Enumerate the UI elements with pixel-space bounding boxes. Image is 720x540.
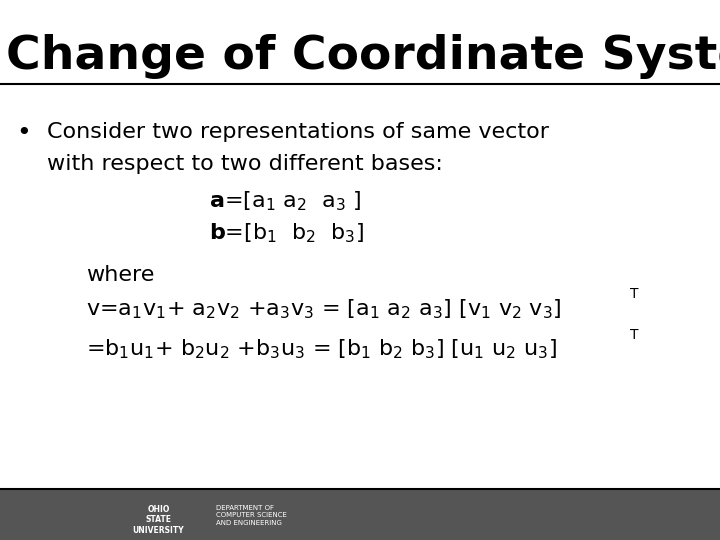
Text: •: • [16,122,30,145]
Text: v=a$_1$v$_1$+ a$_2$v$_2$ +a$_3$v$_3$ = [a$_1$ a$_2$ a$_3$] [v$_1$ v$_2$ v$_3$]: v=a$_1$v$_1$+ a$_2$v$_2$ +a$_3$v$_3$ = [… [86,297,562,321]
Bar [0,489,720,540]
Text: T: T [630,328,639,342]
Text: Change of Coordinate System: Change of Coordinate System [6,34,720,79]
Text: $\mathbf{a}$=[a$_1$ a$_2$  a$_3$ ]: $\mathbf{a}$=[a$_1$ a$_2$ a$_3$ ] [209,189,361,213]
Text: Consider two representations of same vector: Consider two representations of same vec… [47,122,549,141]
Text: =b$_1$u$_1$+ b$_2$u$_2$ +b$_3$u$_3$ = [b$_1$ b$_2$ b$_3$] [u$_1$ u$_2$ u$_3$]: =b$_1$u$_1$+ b$_2$u$_2$ +b$_3$u$_3$ = [b… [86,338,557,361]
Text: T: T [630,287,639,301]
Text: where: where [86,265,155,285]
Text: with respect to two different bases:: with respect to two different bases: [47,154,443,174]
Text: DEPARTMENT OF
COMPUTER SCIENCE
AND ENGINEERING: DEPARTMENT OF COMPUTER SCIENCE AND ENGIN… [216,505,287,526]
Text: $\mathbf{b}$=[b$_1$  b$_2$  b$_3$]: $\mathbf{b}$=[b$_1$ b$_2$ b$_3$] [209,221,364,245]
Text: OHIO
STATE
UNIVERSITY: OHIO STATE UNIVERSITY [132,505,184,535]
